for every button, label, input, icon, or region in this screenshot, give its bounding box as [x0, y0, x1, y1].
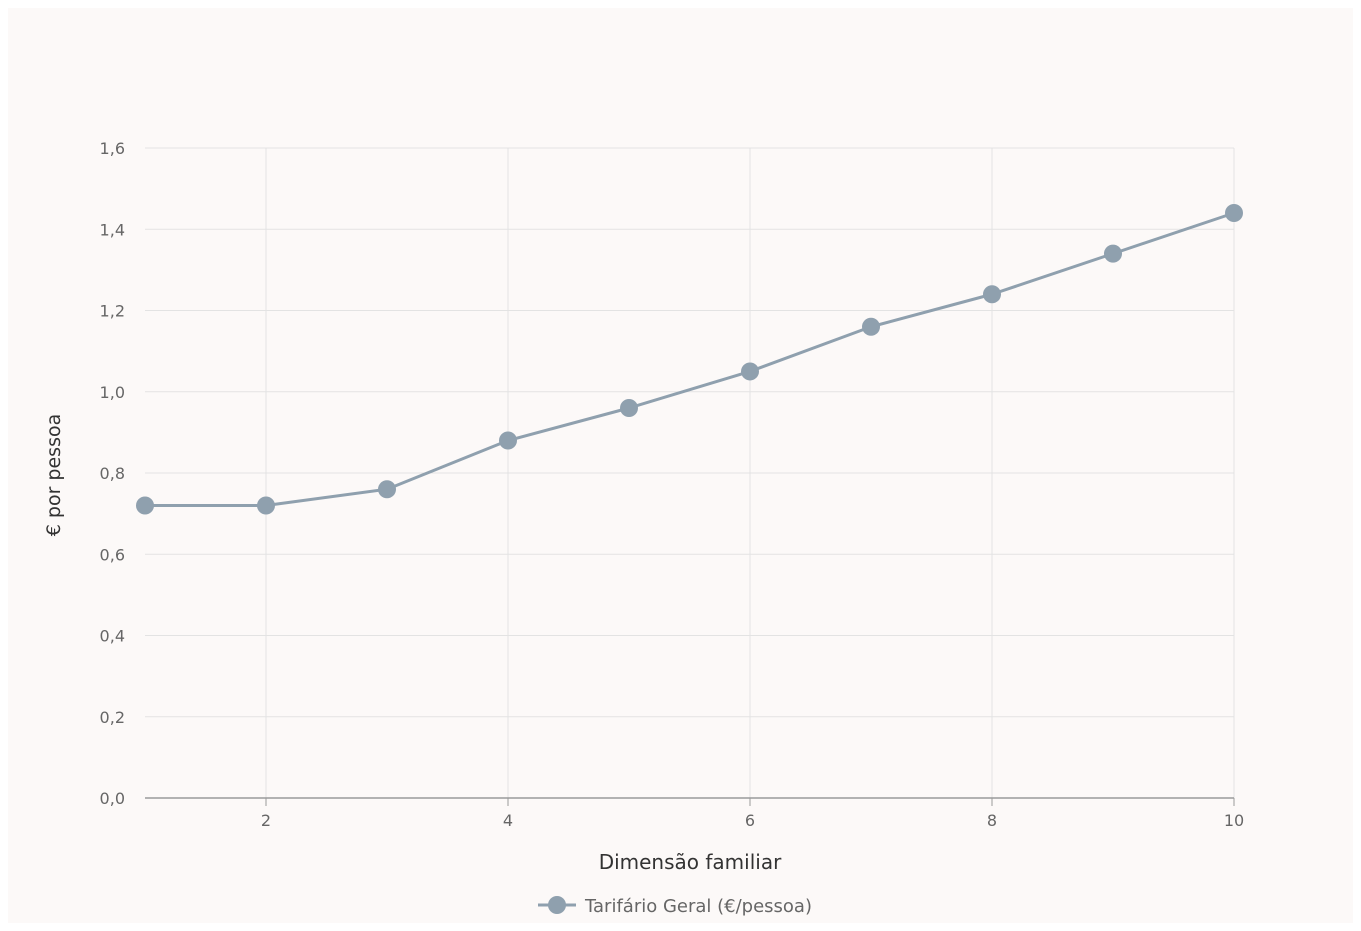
y-axis-title: € por pessoa — [43, 414, 65, 536]
axes: 0,0 0,2 0,4 0,6 0,8 1,0 1,2 1,4 1,6 2 4 6 8 10 — [100, 139, 1245, 830]
y-tick-label: 0,0 — [100, 789, 125, 808]
x-tick-label: 6 — [745, 811, 755, 830]
legend-marker-symbol — [548, 896, 566, 914]
y-tick-label: 1,6 — [100, 139, 125, 158]
x-tick-label: 4 — [503, 811, 513, 830]
y-tick-label: 1,2 — [100, 302, 125, 321]
data-point[interactable] — [136, 496, 154, 515]
x-tick-label: 8 — [987, 811, 997, 830]
y-tick-label: 0,8 — [100, 464, 125, 483]
data-point[interactable] — [499, 431, 517, 450]
x-tick-label: 10 — [1224, 811, 1244, 830]
data-point[interactable] — [620, 399, 638, 417]
x-axis-title: Dimensão familiar — [599, 850, 782, 874]
legend-label[interactable]: Tarifário Geral (€/pessoa) — [584, 896, 812, 917]
y-tick-label: 0,6 — [100, 545, 125, 564]
series-line-0 — [145, 211, 1235, 507]
data-point[interactable] — [257, 496, 275, 515]
y-tick-label: 0,4 — [100, 627, 125, 646]
y-tick-label: 0,2 — [100, 708, 125, 727]
data-point[interactable] — [1225, 204, 1243, 222]
data-point[interactable] — [741, 362, 759, 381]
data-point[interactable] — [862, 317, 880, 336]
y-tick-label: 1,4 — [100, 220, 125, 239]
gridlines — [145, 147, 1235, 798]
data-point[interactable] — [1104, 244, 1122, 263]
legend[interactable]: Tarifário Geral (€/pessoa) — [538, 896, 812, 917]
chart-card — [8, 8, 1353, 923]
y-tick-label: 1,0 — [100, 383, 125, 402]
data-point[interactable] — [378, 480, 396, 499]
x-tick-label: 2 — [261, 811, 271, 830]
series-layer — [136, 204, 1243, 515]
data-point[interactable] — [983, 285, 1001, 304]
